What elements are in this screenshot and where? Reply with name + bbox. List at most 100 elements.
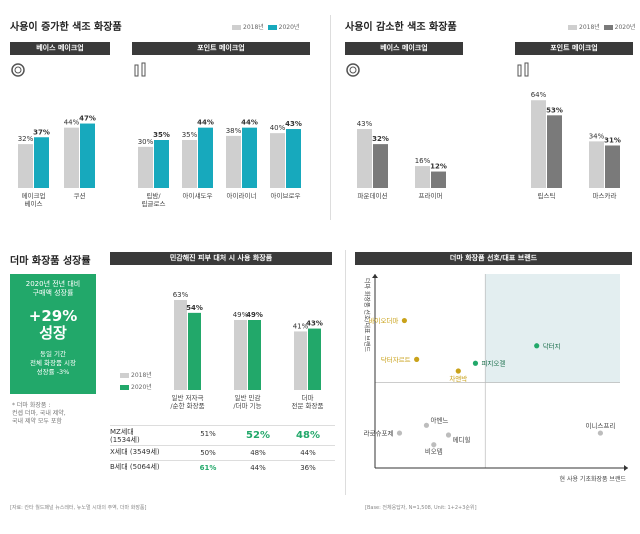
table-row: B세대 (5064세) 61% 44% 36% [110,460,335,475]
decreased-legend: 2018년 2020년 [568,22,635,31]
category-label: 쿠션 [74,191,86,200]
category-label: 프라이머 [419,191,443,200]
growth-box-top: 2020년 전년 대비 구매액 성장률 [10,280,96,298]
bar-2018년 [589,141,604,188]
bar-2020년 [431,171,446,188]
brand-point [431,442,437,448]
brand-label: 차앤박 [449,374,467,383]
growth-top-line: 구매액 성장률 [32,289,74,297]
row-label: MZ세대 (1534세) [110,428,140,444]
bar-2020년 [373,144,388,188]
data-label: 44% [197,119,214,127]
table-row: MZ세대 (1534세) 51% 52% 48% [110,425,335,445]
legend-label-2018: 2018년 [579,24,600,31]
legend-label-2020: 2020년 [131,384,152,391]
brand-label: 이니스프리 [585,421,615,430]
category-label: 파운데이션 [358,191,388,200]
brand-point [396,430,403,436]
growth-box-bottom: 동일 기간 전체 화장품 시장 성장률 -3% [10,350,96,377]
category-label: 베이스 [25,199,43,208]
category-label: 아이라이너 [227,191,257,200]
note-line: * 더마 화장품 : [12,402,51,409]
source-left: [자료: 칸타 월드패널 뉴스레터, 뉴노멀 시대의 주역, 더마 화장품] [10,505,147,511]
table-cell: 52% [246,430,270,441]
data-label: 47% [79,115,96,123]
quadrant-highlight [485,274,620,383]
decreased-base-header: 베이스 메이크업 [345,42,463,55]
note-line: 컨셉 더마, 국내 제약, [12,410,66,417]
data-label: 16% [415,157,431,165]
bar-2018년 [357,129,372,188]
category-label: 전문 화장품 [292,401,324,410]
legend-label-2020: 2020년 [614,24,636,31]
brand-label: 메디힐 [453,435,471,444]
x-axis-label: 현 사용 기초화장품 브랜드 [560,475,627,483]
sensitive-table: MZ세대 (1534세) 51% 52% 48% X세대 (3549세) 50% 48% 44… [110,425,335,475]
category-label: 일반 저자극 [172,393,204,402]
bar-2018년 [64,127,79,188]
data-label: 31% [604,136,621,144]
growth-big: +29% 성장 [10,308,96,342]
bar-2020년 [286,129,301,188]
bar-2020년 [547,115,562,188]
derma-note: * 더마 화장품 : 컨셉 더마, 국내 제약, 국내 제약 모두 포함 [12,402,66,426]
data-label: 64% [531,91,547,99]
growth-word: 성장 [39,324,67,342]
data-label: 30% [138,138,154,146]
bar-2018년 [531,100,546,188]
bar-2020년 [34,137,49,188]
brands-chart: 현 사용 기초화장품 브랜드 더마 화장품 선호/대표 브랜드바이오더마닥터지피지… [363,274,628,483]
data-label: 49% [233,311,249,319]
bar-2020년 [308,328,321,390]
legend-swatch-2018 [120,373,129,378]
decreased-point-chart: 64% 53% 립스틱 34%31% 마스카라 [531,91,621,200]
legend-swatch-2018 [568,25,577,30]
brand-point [472,360,479,366]
table-cell: 61% [199,464,217,472]
plate-icon [11,63,25,77]
data-label: 44% [64,119,80,127]
category-label: 아이섀도우 [183,191,213,200]
sensitive-chart: 63% 54% 일반 저자극/순한 화장품 49%49% 일반 민감/더마 기능 41%4… [170,291,324,410]
category-label: /순한 화장품 [170,401,204,410]
table-cell: 48% [250,449,266,457]
category-label: 메이크업 [22,191,46,200]
row-label: B세대 (5064세) [110,463,160,471]
lipstick-icon [134,62,146,77]
brand-label: 아벤느 [430,415,448,424]
legend-label-2020: 2020년 [278,24,300,31]
bar-2018년 [182,140,197,188]
data-label: 37% [33,128,50,136]
data-label: 43% [306,320,323,328]
bar-2018년 [226,135,241,188]
table-cell: 48% [296,430,320,441]
brand-point [534,343,540,349]
data-label: 63% [173,291,189,299]
data-label: 34% [589,132,605,140]
table-cell: 51% [200,430,216,438]
growth-bottom-line: 전체 화장품 시장 [30,359,76,367]
data-label: 53% [546,106,563,114]
y-axis-label: 더마 화장품 선호/대표 브랜드 [363,278,371,352]
data-label: 43% [285,120,302,128]
data-label: 43% [357,120,373,128]
table-cell: 50% [200,449,216,457]
brands-header: 더마 화장품 선호/대표 브랜드 [355,252,632,265]
bar-2020년 [154,140,169,188]
bar-2020년 [605,145,620,188]
data-label: 40% [270,124,286,132]
growth-bottom-line: 동일 기간 [40,350,66,358]
category-label: 립밤/ [146,191,161,200]
growth-box: 2020년 전년 대비 구매액 성장률 +29% 성장 동일 기간 전체 화장품… [10,274,96,394]
y-arrow-icon [372,274,378,278]
legend-swatch-2020 [120,385,129,390]
data-label: 44% [241,119,258,127]
bar-2020년 [188,312,201,390]
bar-2020년 [242,127,257,188]
data-label: 54% [186,304,203,312]
bar-2018년 [18,144,33,188]
growth-percent: +29% [28,307,78,325]
bar-2020년 [248,320,261,390]
legend-swatch-2020 [267,25,277,30]
